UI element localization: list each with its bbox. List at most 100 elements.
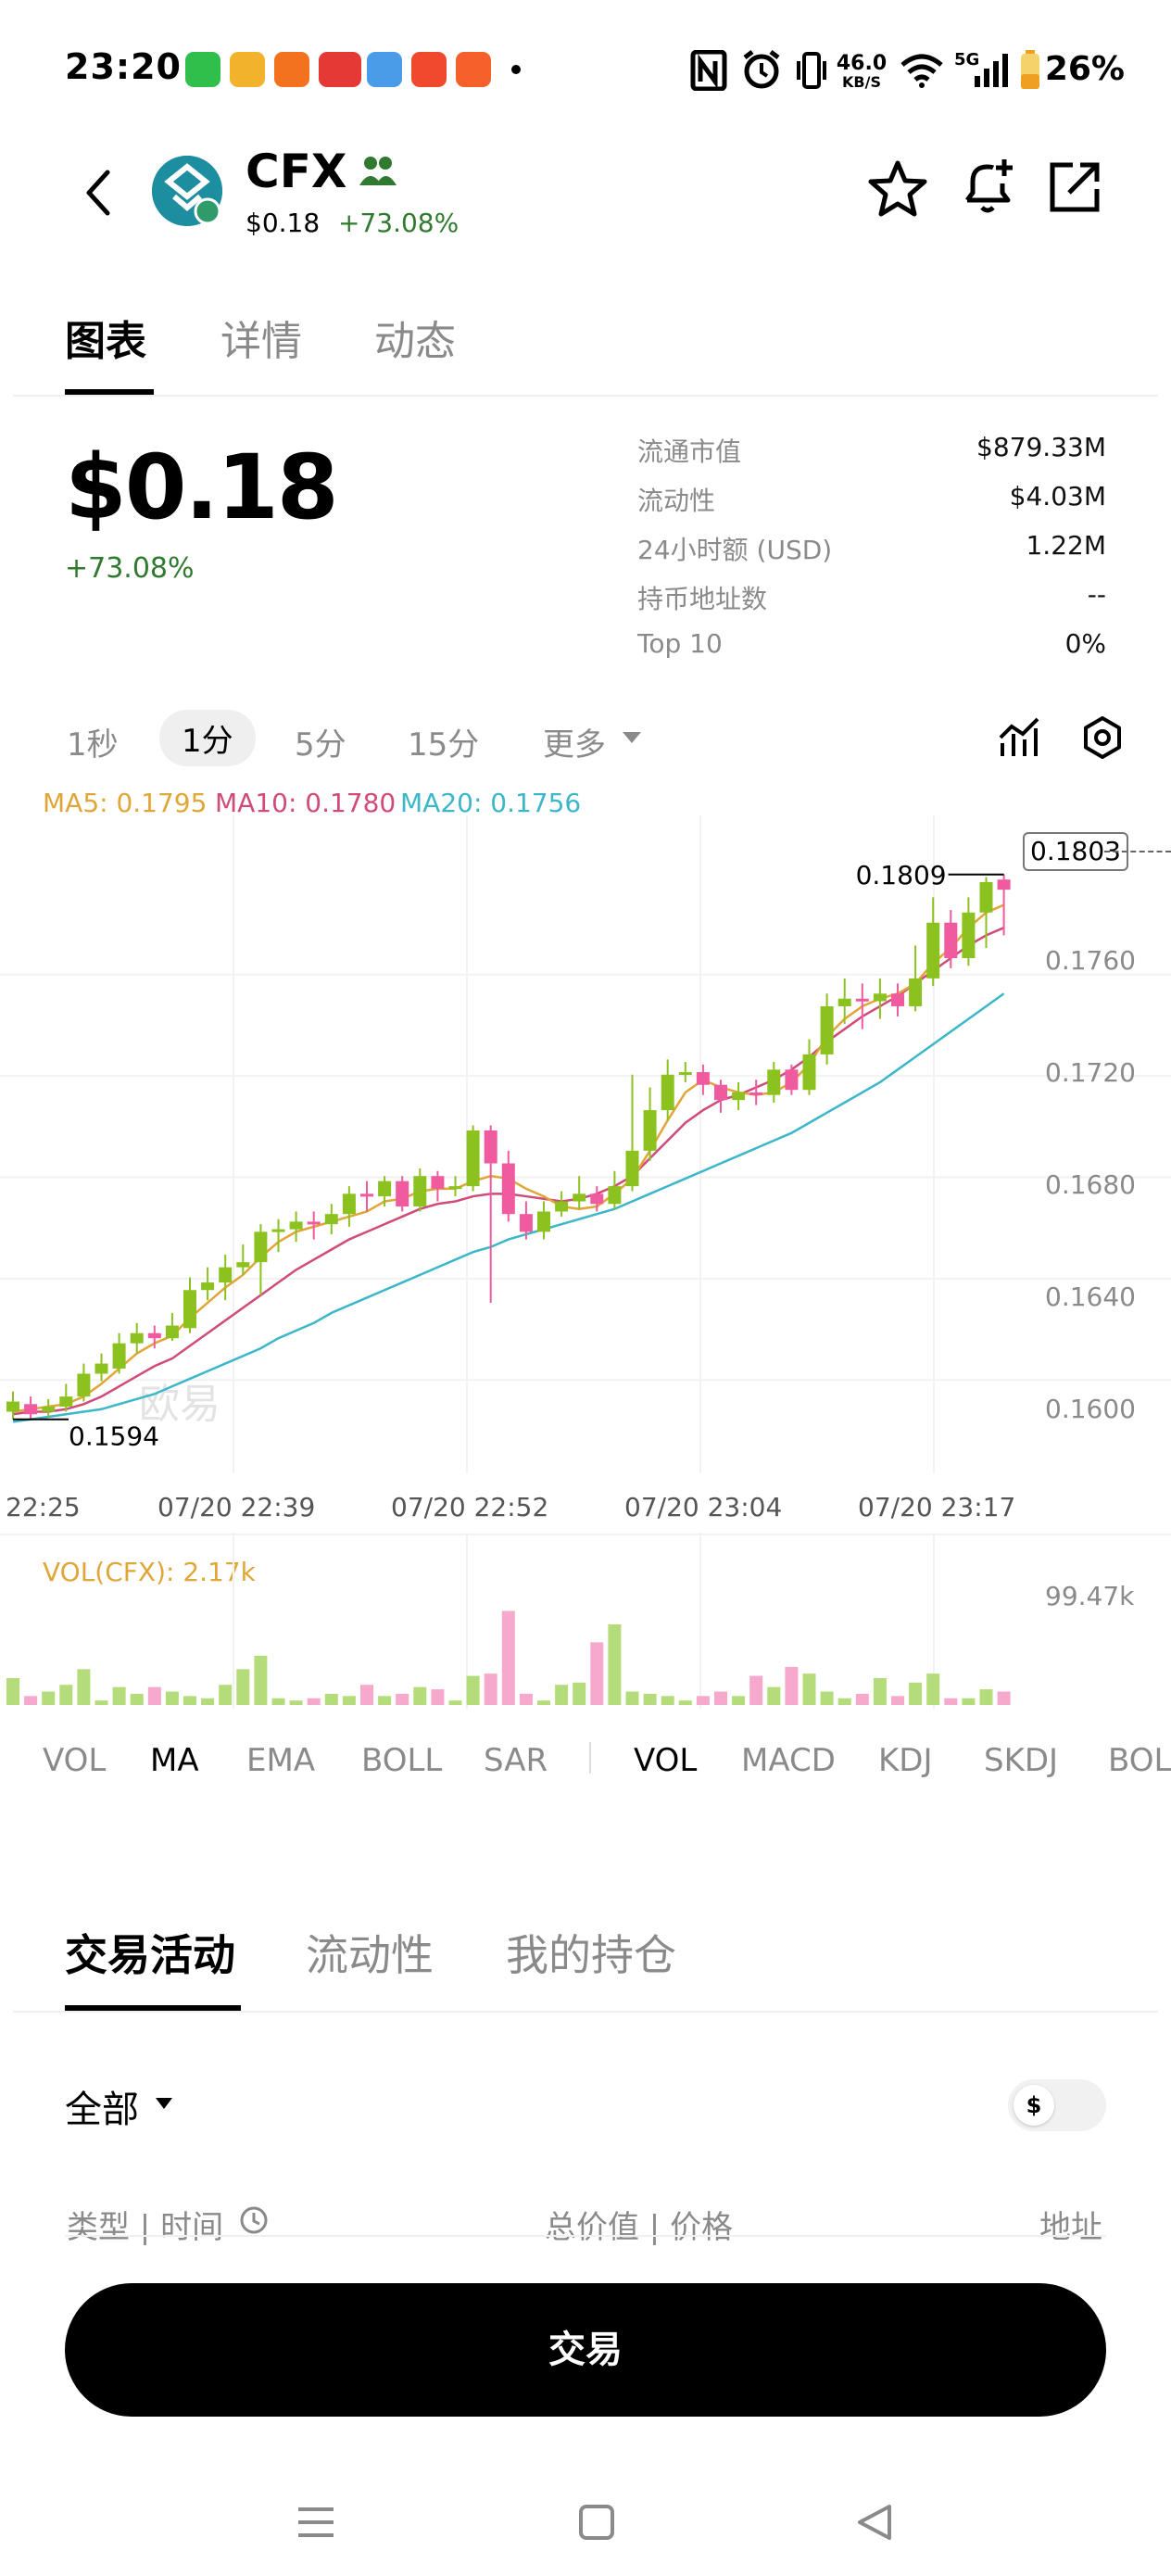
candle-body bbox=[537, 1211, 550, 1232]
volume-bar bbox=[271, 1698, 285, 1705]
indicator-bol[interactable]: BOL bbox=[1108, 1742, 1171, 1779]
volume-bar bbox=[696, 1696, 710, 1705]
toutiao-icon bbox=[319, 52, 361, 87]
candlestick-chart[interactable]: 欧易 0.1809 0.1594 bbox=[0, 815, 1171, 1473]
indicator-ema[interactable]: EMA bbox=[246, 1742, 316, 1779]
candle-body bbox=[466, 1130, 480, 1187]
indicator-boll[interactable]: BOLL bbox=[361, 1742, 443, 1779]
volume-bar bbox=[643, 1693, 657, 1705]
volume-bar bbox=[94, 1700, 108, 1705]
clock-icon[interactable] bbox=[239, 2205, 269, 2235]
indicator-sar[interactable]: SAR bbox=[484, 1742, 548, 1779]
interval-1s[interactable]: 1秒 bbox=[67, 726, 119, 764]
back-icon[interactable] bbox=[80, 167, 117, 219]
menu-icon[interactable] bbox=[296, 2506, 335, 2539]
community-icon[interactable] bbox=[358, 154, 398, 189]
candle-body bbox=[94, 1363, 108, 1374]
tab-chart[interactable]: 图表 bbox=[65, 318, 146, 365]
x-tick: 07/20 23:17 bbox=[858, 1492, 1016, 1522]
volume-bar bbox=[396, 1693, 409, 1705]
volume-bar bbox=[608, 1624, 622, 1705]
volume-bar bbox=[519, 1693, 533, 1705]
main-change: +73.08% bbox=[65, 552, 195, 585]
candle-body bbox=[678, 1072, 692, 1076]
candle bbox=[519, 1201, 533, 1240]
send-icon bbox=[456, 52, 491, 87]
volume-bar bbox=[342, 1696, 356, 1705]
indicator-macd[interactable]: MACD bbox=[741, 1742, 836, 1779]
candle-body bbox=[979, 881, 993, 913]
share-icon[interactable] bbox=[1047, 159, 1102, 215]
candle-body bbox=[962, 912, 976, 958]
candle-body bbox=[926, 922, 940, 979]
indicator-kdj[interactable]: KDJ bbox=[878, 1742, 933, 1779]
star-icon[interactable] bbox=[867, 159, 928, 219]
candle bbox=[909, 945, 923, 1012]
indicator-vol[interactable]: VOL bbox=[43, 1742, 107, 1779]
candle bbox=[484, 1125, 497, 1303]
tab-liquidity[interactable]: 流动性 bbox=[306, 1930, 434, 1980]
candle-body bbox=[590, 1193, 604, 1205]
volume-bar bbox=[219, 1685, 233, 1705]
indicator-sub-vol[interactable]: VOL bbox=[634, 1742, 698, 1779]
stat-label-liquidity: 流动性 bbox=[637, 486, 716, 516]
volume-bar bbox=[130, 1693, 144, 1705]
candle bbox=[112, 1332, 126, 1374]
candle-body bbox=[909, 978, 923, 1006]
volume-bar bbox=[661, 1696, 674, 1705]
coin-logo bbox=[152, 156, 222, 226]
volume-chart bbox=[0, 1533, 1171, 1709]
candle bbox=[696, 1064, 710, 1095]
candle bbox=[926, 897, 940, 987]
x-tick: 07/20 22:52 bbox=[391, 1492, 549, 1522]
indicator-skdj[interactable]: SKDJ bbox=[984, 1742, 1059, 1779]
candle bbox=[413, 1168, 427, 1212]
candle bbox=[573, 1176, 586, 1209]
interval-15m[interactable]: 15分 bbox=[408, 726, 480, 764]
tab-trade-activity[interactable]: 交易活动 bbox=[65, 1930, 235, 1980]
ma20-legend: MA20: 0.1756 bbox=[400, 788, 582, 818]
interval-more[interactable]: 更多 bbox=[543, 726, 606, 764]
lower-tab-divider bbox=[13, 2011, 1158, 2013]
chevron-down-icon[interactable] bbox=[621, 730, 643, 745]
mail-icon bbox=[230, 52, 265, 87]
volume-bar bbox=[537, 1700, 550, 1705]
trade-button[interactable]: 交易 bbox=[65, 2283, 1106, 2417]
filter-chevron-icon[interactable] bbox=[154, 2096, 174, 2111]
candle-body bbox=[378, 1181, 392, 1197]
volume-bar bbox=[289, 1700, 303, 1705]
indicator-ma[interactable]: MA bbox=[150, 1742, 199, 1779]
candle-body bbox=[254, 1231, 268, 1263]
tab-details[interactable]: 详情 bbox=[220, 318, 302, 365]
volume-bar bbox=[802, 1673, 816, 1705]
filter-dropdown[interactable]: 全部 bbox=[65, 2079, 139, 2133]
wifi-icon bbox=[900, 54, 943, 88]
chart-settings-icon[interactable] bbox=[1080, 715, 1125, 760]
home-icon[interactable] bbox=[578, 2504, 615, 2541]
volume-bar bbox=[837, 1698, 851, 1705]
volume-bar bbox=[236, 1669, 250, 1705]
tab-my-holdings[interactable]: 我的持仓 bbox=[506, 1930, 676, 1980]
candle-body bbox=[767, 1069, 781, 1095]
candle bbox=[643, 1087, 657, 1161]
stat-value-24h-volume: 1.22M bbox=[1026, 530, 1106, 561]
taobao-icon bbox=[274, 52, 309, 87]
header-change: +73.08% bbox=[338, 208, 460, 238]
candle bbox=[749, 1080, 763, 1105]
candle bbox=[271, 1219, 285, 1253]
net-speed: 46.0 KB/S bbox=[836, 52, 888, 91]
tab-activity[interactable]: 动态 bbox=[374, 318, 456, 365]
candle bbox=[555, 1191, 569, 1217]
interval-1m[interactable]: 1分 bbox=[159, 710, 256, 766]
back-nav-icon[interactable] bbox=[856, 2504, 893, 2541]
volume-bar bbox=[201, 1698, 215, 1705]
currency-toggle-knob[interactable]: $ bbox=[1014, 2085, 1054, 2126]
indicator-chart-icon[interactable] bbox=[997, 715, 1041, 760]
interval-5m[interactable]: 5分 bbox=[295, 726, 346, 764]
candle-body bbox=[431, 1176, 445, 1189]
tab-underline bbox=[65, 389, 154, 395]
stat-label-market-cap: 流通市值 bbox=[637, 436, 742, 467]
candle bbox=[183, 1277, 196, 1333]
x-tick: 22:25 bbox=[6, 1492, 81, 1522]
price-alert-icon[interactable] bbox=[958, 156, 1019, 219]
